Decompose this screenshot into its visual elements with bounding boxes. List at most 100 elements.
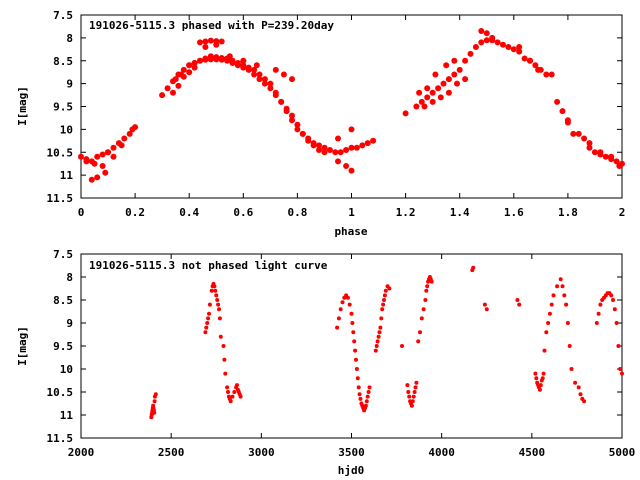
- data-point-phased: [559, 108, 566, 115]
- data-point-unphased: [217, 316, 222, 321]
- data-point-phased: [180, 66, 187, 73]
- data-point-unphased: [419, 316, 424, 321]
- data-point-phased: [316, 142, 322, 149]
- data-point-phased: [332, 149, 339, 156]
- data-point-phased: [229, 60, 236, 66]
- data-point-phased: [586, 140, 593, 147]
- data-point-phased: [170, 89, 176, 96]
- data-point-unphased: [537, 387, 542, 392]
- data-point-unphased: [209, 288, 214, 293]
- data-point-phased: [294, 126, 301, 133]
- data-point-phased: [483, 30, 490, 37]
- data-point-phased: [472, 44, 479, 50]
- data-point-unphased: [378, 325, 383, 330]
- data-point-phased: [548, 71, 555, 78]
- data-point-unphased: [338, 307, 343, 312]
- data-point-phased: [570, 130, 577, 137]
- data-point-phased: [294, 121, 301, 128]
- data-point-phased: [289, 117, 295, 124]
- data-point-unphased: [230, 394, 235, 399]
- data-point-unphased: [515, 298, 520, 302]
- data-point-phased: [413, 103, 420, 110]
- data-point-unphased: [406, 390, 411, 394]
- x-tick-label: 3500: [338, 446, 365, 459]
- data-point-phased: [234, 62, 241, 69]
- data-point-phased: [218, 56, 225, 63]
- x-ticks-unphased: 2000 2500 3000 3500 4000 4500 5000: [68, 254, 635, 459]
- data-point-phased: [261, 80, 268, 87]
- y-tick-label: 11.5: [47, 192, 74, 205]
- data-point-phased: [554, 98, 561, 105]
- x-tick-label: 2500: [158, 446, 185, 459]
- y-tick-label: 9: [66, 78, 73, 91]
- data-point-phased: [586, 144, 593, 151]
- data-point-unphased: [400, 344, 404, 348]
- data-point-unphased: [410, 399, 415, 404]
- data-point-phased: [483, 37, 490, 44]
- data-point-phased: [564, 117, 571, 124]
- data-point-phased: [240, 57, 247, 64]
- data-point-phased: [348, 144, 355, 151]
- data-point-unphased: [542, 348, 547, 353]
- data-point-phased: [429, 98, 436, 105]
- data-point-unphased: [598, 302, 603, 307]
- data-point-unphased: [618, 367, 623, 371]
- x-tick-label: 0: [78, 206, 85, 219]
- data-point-unphased: [351, 330, 356, 335]
- data-point-phased: [226, 53, 233, 60]
- data-point-phased: [489, 34, 496, 41]
- data-point-unphased: [567, 344, 572, 348]
- data-point-unphased: [221, 344, 226, 348]
- data-point-unphased: [409, 403, 414, 408]
- data-point-phased: [321, 149, 328, 156]
- data-point-unphased: [340, 300, 345, 305]
- data-point-phased: [88, 176, 95, 183]
- data-point-phased: [118, 142, 125, 149]
- data-point-phased: [202, 44, 209, 50]
- y-ticks-phased: 7.5 8 8.5 9 9.5 10 10.5 11 11.5: [47, 9, 622, 205]
- chart-title-unphased: 191026-5115.3 not phased light curve: [89, 259, 328, 272]
- data-point-phased: [335, 135, 341, 142]
- data-point-phased: [251, 66, 258, 73]
- data-point-phased: [575, 130, 582, 137]
- data-point-phased: [443, 62, 450, 69]
- data-point-unphased: [565, 321, 570, 325]
- data-point-unphased: [425, 284, 430, 289]
- data-point-unphased: [365, 394, 370, 399]
- data-point-phased: [218, 38, 225, 45]
- data-point-phased: [289, 112, 295, 119]
- data-point-phased: [445, 89, 452, 96]
- data-point-unphased: [611, 298, 615, 302]
- data-point-unphased: [620, 371, 624, 376]
- y-tick-label: 8: [66, 32, 73, 45]
- data-point-unphased: [364, 399, 369, 404]
- data-point-phased: [197, 57, 203, 64]
- data-point-phased: [343, 147, 350, 153]
- data-point-unphased: [357, 392, 362, 397]
- data-point-phased: [191, 64, 198, 71]
- data-point-phased: [337, 149, 344, 156]
- data-point-unphased: [218, 334, 223, 339]
- data-point-phased: [159, 92, 166, 99]
- data-point-phased: [424, 85, 431, 92]
- data-points-unphased: [149, 265, 624, 420]
- data-point-unphased: [573, 380, 578, 385]
- data-point-unphased: [232, 390, 237, 394]
- data-point-phased: [527, 57, 533, 64]
- y-tick-label: 7.5: [53, 248, 73, 261]
- data-point-unphased: [203, 330, 208, 335]
- data-point-phased: [289, 76, 295, 83]
- y-tick-label: 10: [60, 123, 73, 136]
- data-point-unphased: [225, 385, 230, 390]
- data-point-phased: [178, 71, 185, 78]
- data-point-phased: [616, 163, 623, 169]
- x-tick-label: 3000: [248, 446, 275, 459]
- phased-light-curve-panel: 191026-5115.3 phased with P=239.20day ph…: [16, 9, 625, 238]
- data-point-unphased: [412, 390, 417, 394]
- data-point-unphased: [471, 265, 476, 270]
- data-point-unphased: [354, 367, 359, 371]
- data-point-phased: [186, 62, 193, 69]
- data-point-phased: [353, 144, 360, 151]
- data-point-unphased: [226, 390, 230, 394]
- data-point-unphased: [377, 330, 382, 335]
